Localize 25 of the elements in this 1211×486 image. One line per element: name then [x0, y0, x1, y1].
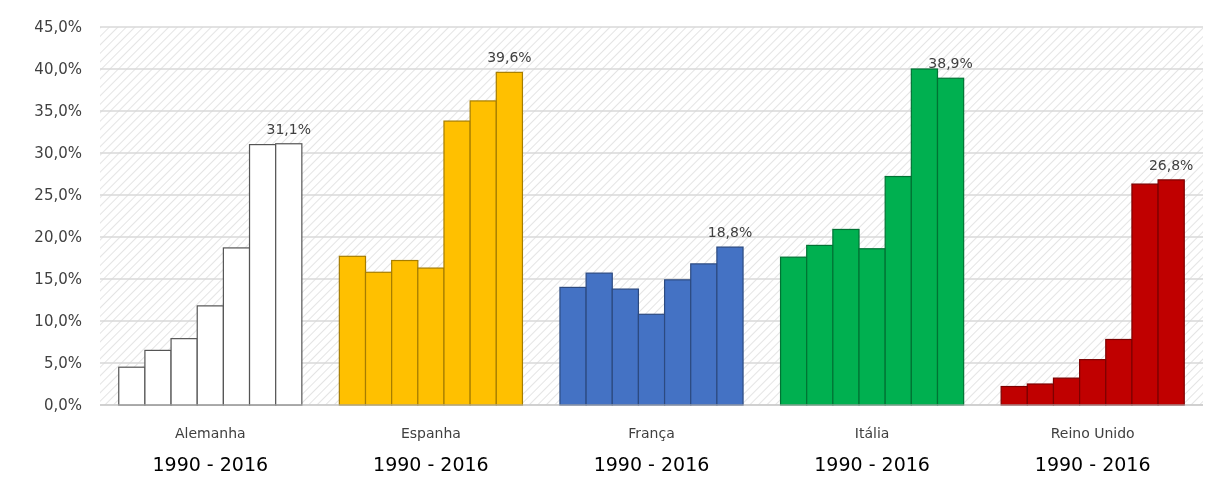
x-tick-label: Alemanha: [174, 425, 246, 441]
x-tick-label: Espanha: [400, 425, 461, 441]
text: 1990 - 2016: [1034, 453, 1151, 475]
data-label: 26,8%: [1148, 156, 1194, 173]
data-label: 31,1%: [266, 120, 312, 137]
data-label: 38,9%: [928, 55, 973, 72]
y-tick-label: 30,0%: [34, 144, 82, 163]
y-tick-label: 0,0%: [43, 396, 82, 415]
data-label: 39,6%: [487, 49, 532, 66]
y-tick-label: 40,0%: [34, 60, 82, 79]
x-tick-label: Itália: [854, 425, 890, 441]
y-tick-label: 20,0%: [34, 228, 82, 247]
y-tick-label: 10,0%: [34, 312, 82, 331]
text: 1990 - 2016: [373, 453, 489, 475]
x-tick-label: Reino Unido: [1050, 425, 1135, 441]
x-tick-label: França: [628, 425, 675, 441]
data-label: 18,8%: [707, 224, 753, 241]
text: 1990 - 2016: [152, 453, 269, 475]
y-tick-label: 45,0%: [34, 18, 82, 37]
y-tick-label: 25,0%: [34, 186, 82, 205]
y-tick-label: 35,0%: [34, 102, 82, 121]
text: 1990 - 2016: [593, 453, 710, 475]
y-tick-label: 5,0%: [43, 354, 82, 373]
y-tick-label: 15,0%: [34, 270, 82, 289]
text: 1990 - 2016: [814, 453, 930, 475]
